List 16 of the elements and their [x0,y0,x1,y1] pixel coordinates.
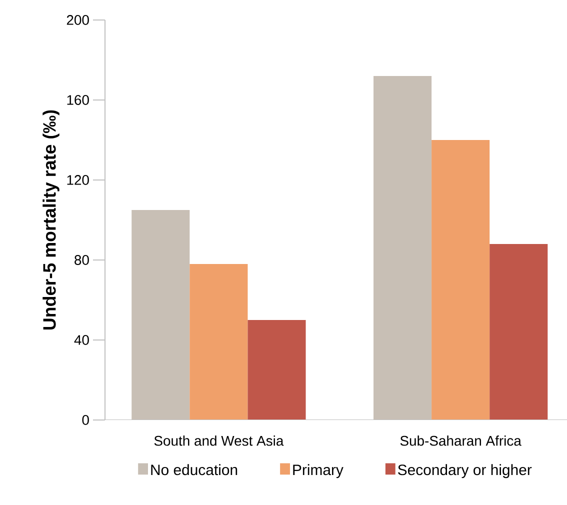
x-tick-label: Sub-Saharan Africa [400,436,522,446]
bar [432,140,490,420]
y-tick-label: 120 [67,175,89,185]
y-tick-label: 200 [66,15,89,25]
y-tick-label: 80 [74,255,89,265]
y-axis-title: Under-5 mortality rate (‰) [42,110,60,330]
y-tick-label: 0 [82,415,89,425]
bar [248,320,306,420]
x-tick-label: South and West Asia [154,436,284,446]
y-tick-label: 40 [74,335,89,345]
legend-label: Secondary or higher [398,464,532,478]
bar [190,264,248,420]
legend-label: No education [151,464,238,476]
bar [490,244,548,420]
legend-label: Primary [293,464,344,478]
y-tick-label: 160 [67,95,89,105]
